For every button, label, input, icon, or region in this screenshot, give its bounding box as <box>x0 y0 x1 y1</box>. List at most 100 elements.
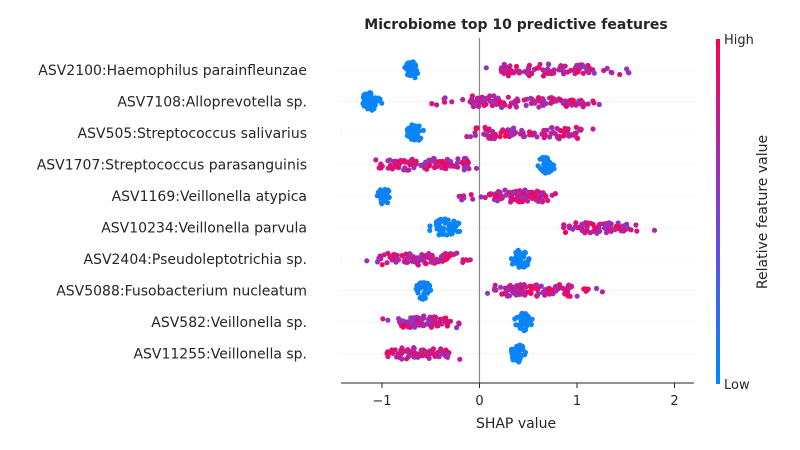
shap-point <box>507 103 513 109</box>
shap-point <box>545 61 552 67</box>
shap-point <box>454 325 460 331</box>
shap-point <box>407 162 413 168</box>
shap-point <box>517 191 523 197</box>
shap-point <box>514 96 520 102</box>
shap-point <box>420 282 426 288</box>
shap-point <box>404 356 410 362</box>
shap-point <box>456 320 462 326</box>
shap-point <box>493 287 499 293</box>
shap-point <box>548 100 554 106</box>
shap-point <box>423 159 429 165</box>
shap-point <box>531 130 538 136</box>
shap-point <box>381 252 387 258</box>
shap-point <box>534 134 540 140</box>
shap-point <box>459 159 465 165</box>
shap-point <box>374 193 380 199</box>
shap-point <box>460 257 466 263</box>
shap-point <box>487 192 493 198</box>
feature-label: ASV1707:Streptococcus parasanguinis <box>37 158 307 174</box>
shap-point <box>519 343 525 349</box>
shap-point <box>596 101 602 108</box>
shap-point <box>510 189 516 195</box>
shap-point <box>499 69 505 75</box>
shap-point <box>512 101 518 107</box>
shap-point <box>528 290 534 296</box>
shap-point <box>417 295 423 301</box>
shap-point <box>506 69 512 75</box>
shap-point <box>522 69 528 75</box>
shap-point <box>633 222 639 228</box>
shap-point <box>405 324 411 330</box>
shap-point <box>384 260 390 266</box>
shap-point <box>424 289 430 295</box>
shap-point <box>446 253 452 260</box>
feature-label: ASV5088:Fusobacterium nucleatum <box>56 284 307 300</box>
shap-point <box>617 71 623 78</box>
shap-point <box>500 127 506 133</box>
x-axis-label: SHAP value <box>476 416 556 432</box>
shap-point <box>498 65 504 71</box>
shap-point <box>455 156 461 162</box>
shap-point <box>427 223 433 229</box>
shap-point <box>599 289 606 295</box>
shap-point <box>468 192 474 198</box>
shap-point <box>426 349 432 355</box>
colorbar-high-label: High <box>724 33 754 48</box>
shap-point <box>563 102 569 108</box>
shap-point <box>523 102 529 108</box>
shap-point <box>474 95 480 101</box>
shap-point <box>552 191 559 197</box>
shap-point <box>429 158 435 164</box>
shap-point <box>626 70 632 76</box>
shap-point <box>384 199 390 206</box>
shap-point <box>522 250 528 256</box>
shap-point <box>537 61 543 67</box>
shap-point <box>492 193 498 199</box>
shap-point <box>518 285 524 291</box>
shap-point <box>373 157 379 163</box>
shap-point <box>514 251 520 257</box>
shap-point <box>510 286 516 292</box>
shap-point <box>553 283 559 289</box>
feature-label: ASV11255:Veillonella sp. <box>133 347 307 363</box>
shap-point <box>545 66 551 72</box>
shap-point <box>380 316 386 322</box>
shap-point <box>569 98 575 104</box>
shap-point <box>442 163 448 169</box>
shap-point <box>549 125 555 131</box>
shap-point <box>378 165 384 171</box>
shap-point <box>549 95 555 101</box>
shap-point <box>379 100 385 106</box>
shap-point <box>456 193 462 199</box>
shap-point <box>521 191 527 197</box>
shap-point <box>499 195 505 201</box>
shap-point <box>518 324 524 331</box>
shap-point <box>440 158 446 164</box>
shap-point <box>543 101 549 107</box>
shap-point <box>385 317 391 323</box>
shap-point <box>559 67 565 73</box>
shap-point <box>486 126 492 132</box>
shap-point <box>519 127 525 133</box>
x-axis: −1 0 1 2 <box>341 382 694 409</box>
x-tick-label: 0 <box>475 394 483 409</box>
shap-point <box>461 155 467 162</box>
shap-point <box>430 320 436 326</box>
shap-point <box>578 100 584 106</box>
x-tick-label: 1 <box>573 394 581 409</box>
shap-point <box>385 354 391 360</box>
shap-point <box>409 156 415 162</box>
shap-point <box>522 349 529 355</box>
shap-point <box>538 198 544 204</box>
shap-point <box>574 62 580 68</box>
shap-point <box>498 284 504 290</box>
shap-point <box>445 217 451 223</box>
shap-point <box>412 123 418 129</box>
shap-point <box>562 63 568 69</box>
shap-point <box>440 349 446 356</box>
feature-label: ASV2404:Pseudoleptotrichia sp. <box>83 252 307 268</box>
shap-point <box>522 133 528 139</box>
shap-point <box>516 68 522 74</box>
shap-point <box>420 127 426 133</box>
shap-point <box>379 262 385 268</box>
